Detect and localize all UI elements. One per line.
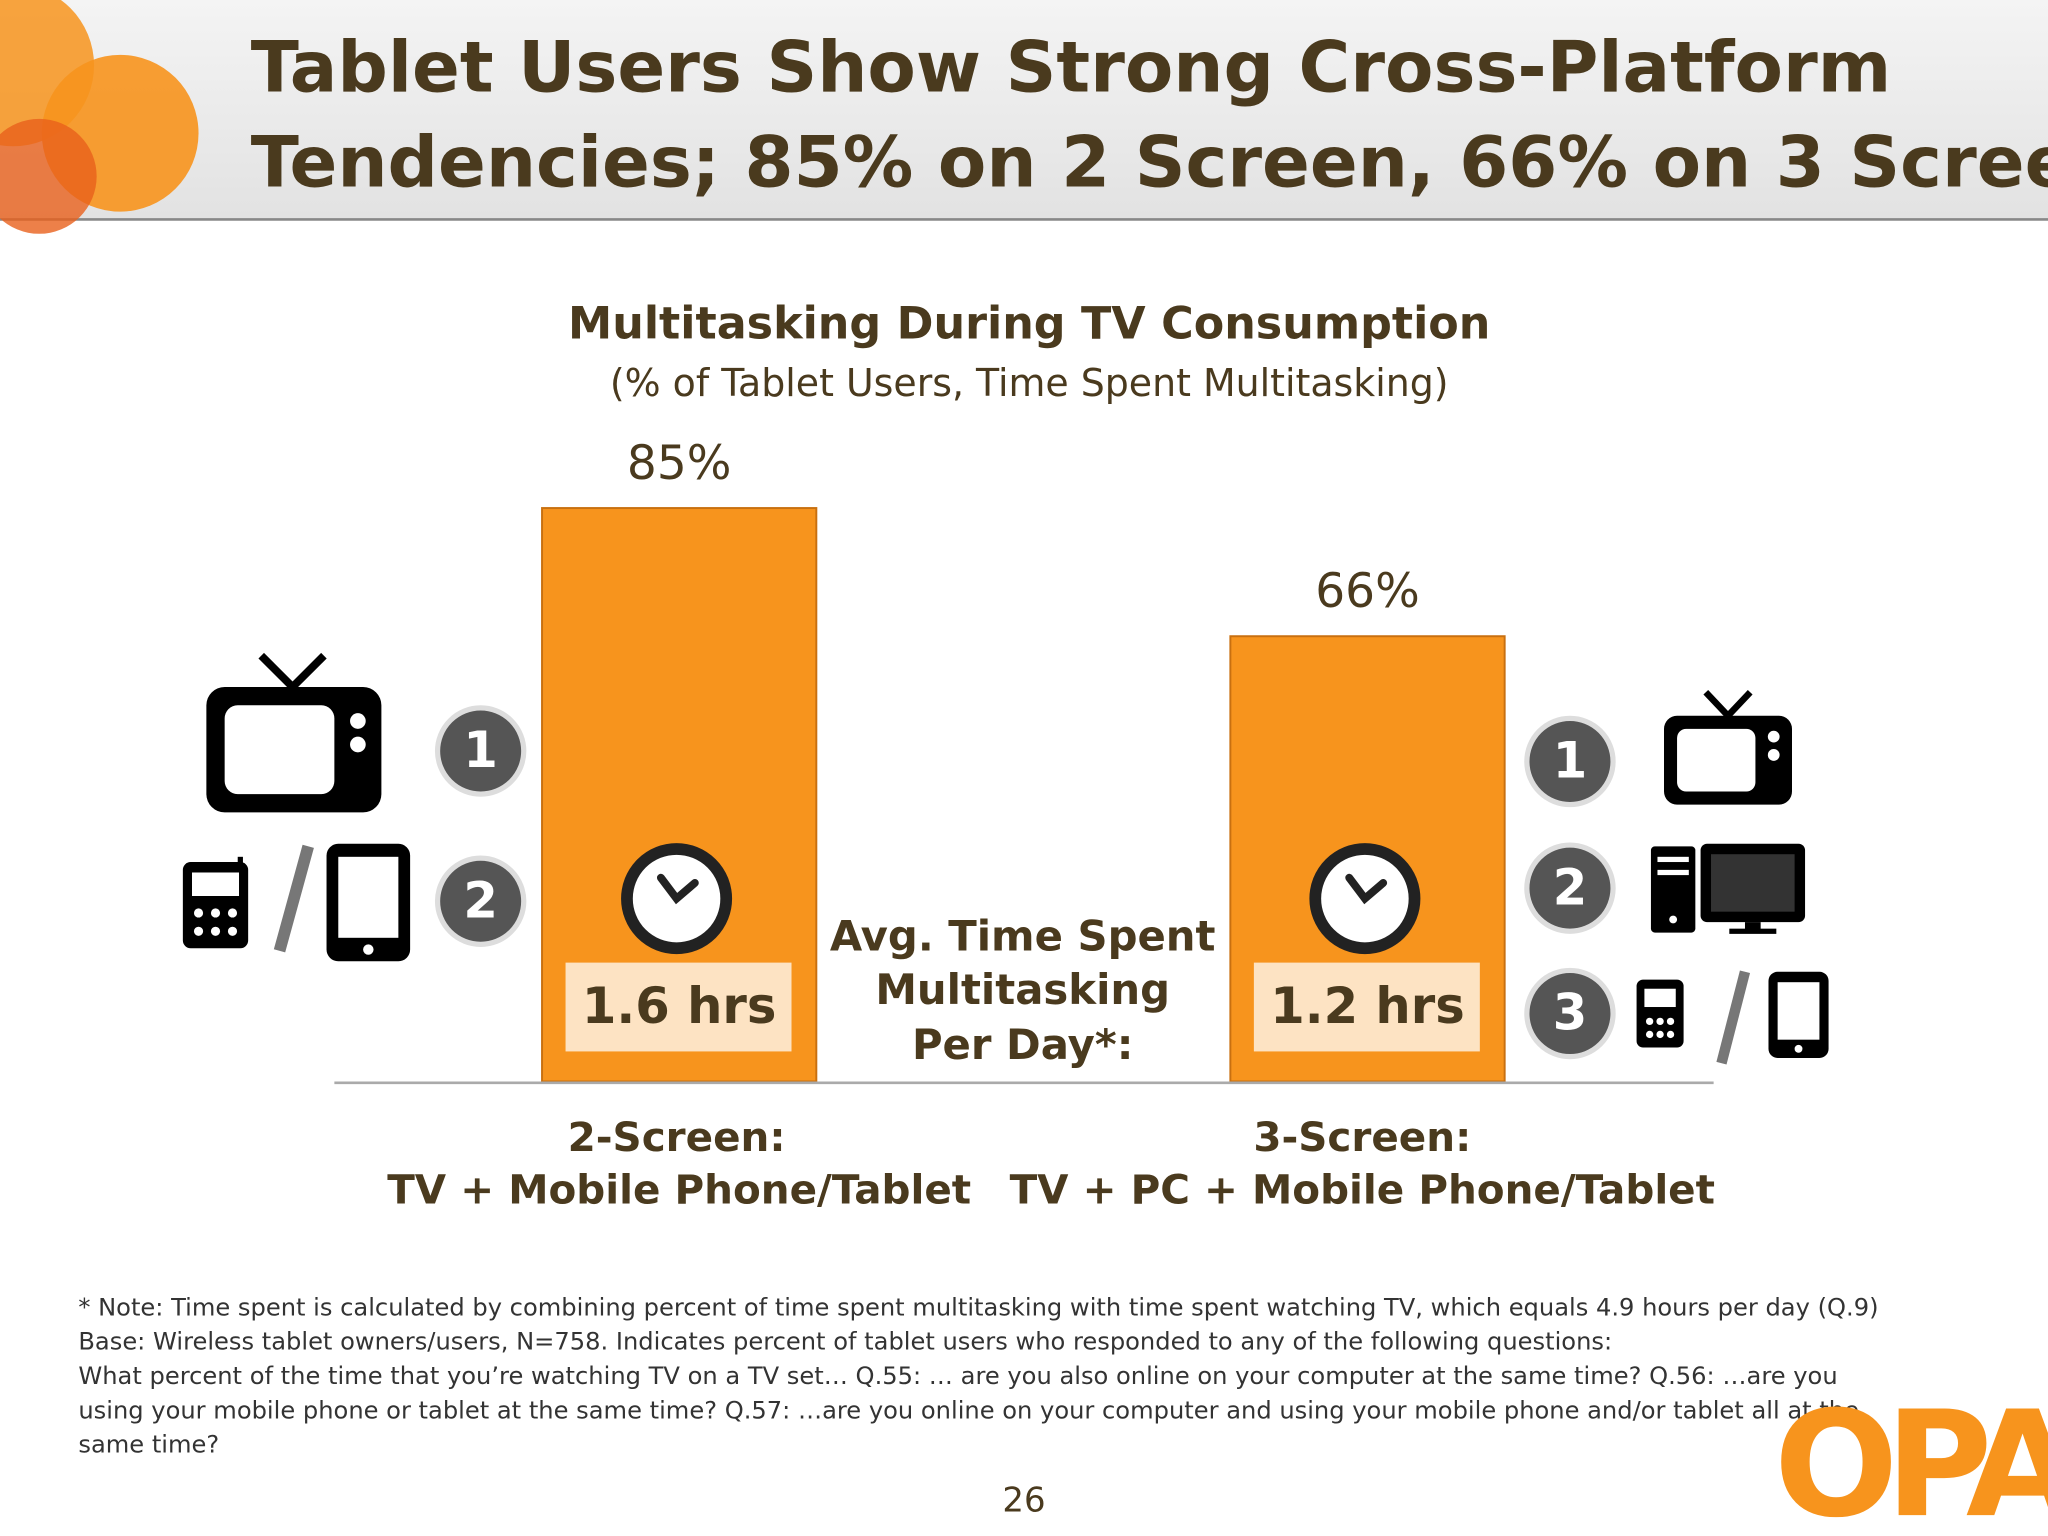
badge — [1524, 967, 1616, 1060]
time-box — [565, 962, 792, 1052]
badge — [1524, 715, 1616, 808]
tv-icon — [1664, 690, 1792, 805]
footnote-line: What percent of the time that you’re wat… — [78, 1362, 1837, 1390]
time-caption: Per Day*: — [912, 1020, 1134, 1069]
value-label: 66% — [1315, 564, 1420, 619]
badge — [434, 855, 527, 947]
pc-icon — [1650, 843, 1806, 934]
badge — [434, 705, 527, 797]
tv-icon — [206, 652, 382, 813]
value-label: 85% — [627, 436, 732, 491]
deco-circle — [0, 0, 95, 147]
deco-circle — [0, 118, 97, 234]
x-tick-label: 3-Screen: — [1253, 1113, 1471, 1161]
badges: 1 2 1 2 3 — [434, 705, 1616, 1060]
slide-title: Tendencies; 85% on 2 Screen, 66% on 3 Sc… — [251, 122, 2048, 204]
time-caption: Avg. Time Spent — [830, 912, 1216, 961]
time-value: 1.2 hrs — [1270, 977, 1465, 1035]
clock-hands — [1345, 873, 1388, 905]
header-bg — [0, 0, 2048, 220]
time-value: 1.6 hrs — [582, 977, 777, 1035]
chart-title: Multitasking During TV Consumption — [568, 299, 1490, 350]
badge-label: 3 — [1553, 984, 1588, 1042]
time-box — [1253, 962, 1480, 1052]
x-tick-label: 2-Screen: — [568, 1113, 786, 1161]
footnote-line: using your mobile phone or tablet at the… — [78, 1396, 1859, 1424]
footnote-line: same time? — [78, 1431, 219, 1459]
x-tick-detail: TV + Mobile Phone/Tablet — [387, 1165, 971, 1213]
footnote-line: Base: Wireless tablet owners/users, N=75… — [78, 1328, 1612, 1356]
phone-tablet-icon — [182, 843, 411, 962]
footnote-line: * Note: Time spent is calculated by comb… — [78, 1293, 1878, 1321]
chart-subtitle: (% of Tablet Users, Time Spent Multitask… — [610, 361, 1449, 405]
badge-label: 1 — [1553, 732, 1588, 790]
page-number: 26 — [1002, 1481, 1045, 1521]
time-caption: Multitasking — [875, 965, 1170, 1014]
badge-label: 2 — [1553, 858, 1588, 916]
badge-label: 2 — [463, 871, 498, 929]
logo: OPA — [1774, 1380, 2048, 1536]
clock-hands — [656, 873, 699, 905]
slide-title: Tablet Users Show Strong Cross-Platform — [251, 26, 1891, 108]
badge — [1524, 842, 1616, 934]
footnote: * Note: Time spent is calculated by comb… — [78, 1293, 1878, 1458]
badge-label: 1 — [463, 721, 498, 779]
phone-tablet-icon — [1636, 970, 1829, 1065]
x-tick-detail: TV + PC + Mobile Phone/Tablet — [1010, 1165, 1715, 1213]
bars: 85% 1.6 hrs 2-Screen:TV + Mobile Phone/Tab… — [387, 436, 1715, 1214]
